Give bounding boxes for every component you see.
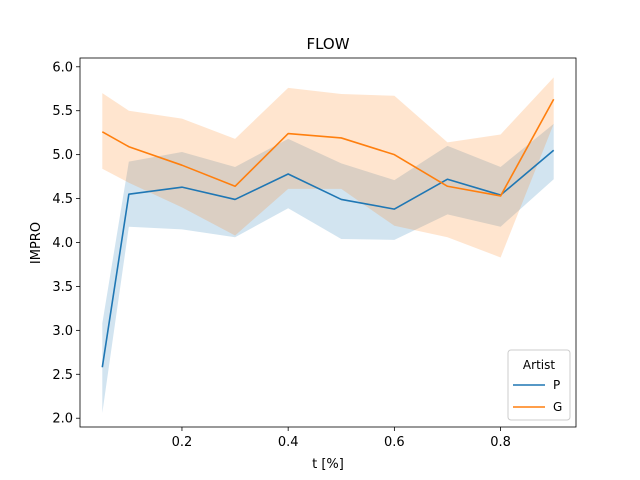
y-tick-label: 4.5 <box>52 192 73 207</box>
legend-title: Artist <box>523 358 555 372</box>
series-lines <box>101 98 555 368</box>
x-tick-label: 0.2 <box>172 435 193 450</box>
series-line-g <box>101 98 555 197</box>
legend-label-g: G <box>553 400 562 414</box>
y-tick-label: 6.0 <box>52 60 73 75</box>
ci-band-p <box>102 123 554 413</box>
x-axis-label: t [%] <box>312 457 344 472</box>
x-tick-label: 0.8 <box>490 435 511 450</box>
chart-title: FLOW <box>306 35 349 53</box>
ci-band-g <box>102 77 554 258</box>
legend-label-p: P <box>553 378 560 392</box>
y-tick-label: 5.5 <box>52 104 73 119</box>
y-axis-label: IMPRO <box>29 222 44 264</box>
series-line-p <box>101 149 555 368</box>
x-tick-label: 0.6 <box>384 435 405 450</box>
confidence-bands <box>102 77 554 413</box>
y-tick-label: 2.5 <box>52 368 73 383</box>
x-tick-label: 0.4 <box>278 435 299 450</box>
y-tick-label: 4.0 <box>52 236 73 251</box>
y-tick-label: 5.0 <box>52 148 73 163</box>
y-tick-label: 3.5 <box>52 280 73 295</box>
y-tick-label: 3.0 <box>52 324 73 339</box>
legend: Artist P G <box>507 349 571 421</box>
x-axis-ticks: 0.2 0.4 0.6 0.8 <box>172 427 511 450</box>
y-tick-label: 2.0 <box>52 412 73 427</box>
y-axis-ticks: 2.0 2.5 3.0 3.5 4.0 4.5 5.0 5.5 6.0 <box>52 60 80 427</box>
